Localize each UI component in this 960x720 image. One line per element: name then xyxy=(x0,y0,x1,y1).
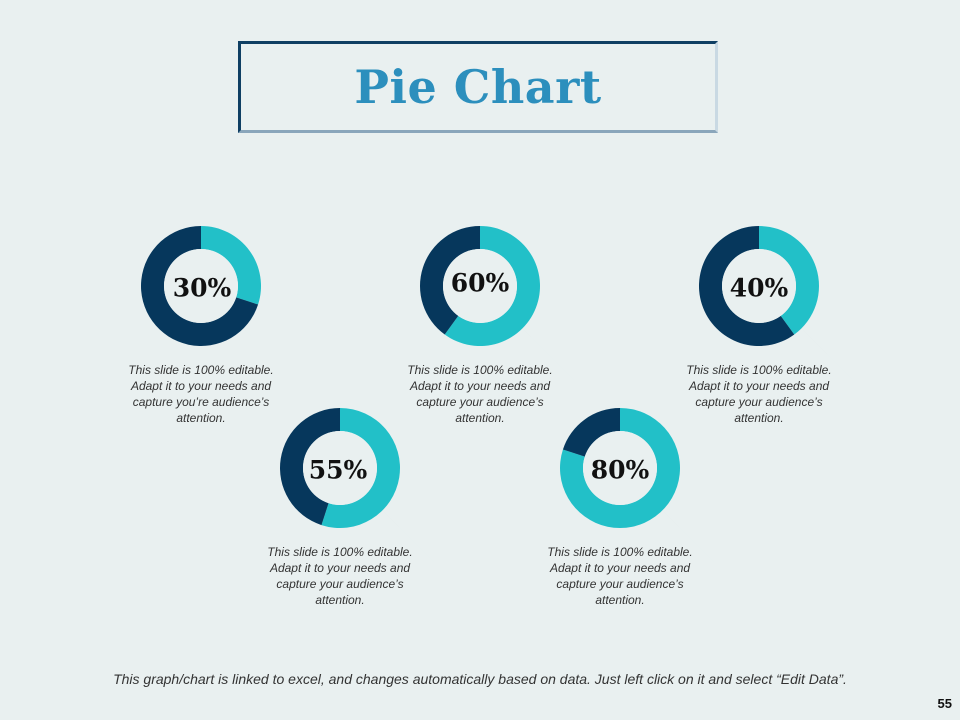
donut-chart: 40% xyxy=(689,216,869,381)
donut-hole xyxy=(443,249,517,323)
donut-hole xyxy=(583,431,657,505)
donut-description: This slide is 100% editable. Adapt it to… xyxy=(267,545,413,607)
donut-percent-label: 30% xyxy=(172,273,232,303)
donut-value-slice xyxy=(201,226,261,305)
donut-hole xyxy=(303,431,377,505)
page-number: 55 xyxy=(937,696,952,711)
donut-hole xyxy=(722,249,796,323)
donut-chart: 80% xyxy=(550,398,730,563)
donut-remainder-slice xyxy=(420,226,480,335)
footer-note: This graph/chart is linked to excel, and… xyxy=(113,671,847,687)
title-box: Pie Chart xyxy=(238,41,718,133)
donut-description: This slide is 100% editable. Adapt it to… xyxy=(547,545,693,607)
donut-svg xyxy=(280,408,435,563)
donut-remainder-slice xyxy=(699,226,795,346)
donut-value-slice xyxy=(560,408,680,528)
donut-svg xyxy=(141,226,296,381)
donut-percent-label: 40% xyxy=(729,273,789,303)
donut-percent-label: 55% xyxy=(308,455,368,485)
donut-percent-label: 80% xyxy=(590,455,650,485)
donut-hole xyxy=(164,249,238,323)
donut-svg xyxy=(420,226,575,381)
donut-chart: 30% xyxy=(131,216,311,381)
page-title: Pie Chart xyxy=(354,60,602,114)
donut-value-slice xyxy=(321,408,400,528)
donut-remainder-slice xyxy=(141,226,259,346)
donut-remainder-slice xyxy=(562,408,620,457)
donut-description: This slide is 100% editable. Adapt it to… xyxy=(407,363,553,425)
donut-value-slice xyxy=(759,226,819,335)
donut-remainder-slice xyxy=(280,408,340,526)
donut-value-slice xyxy=(444,226,540,346)
donut-description: This slide is 100% editable. Adapt it to… xyxy=(128,363,274,425)
donut-chart: 60% xyxy=(410,216,590,381)
donut-chart: 55% xyxy=(270,398,450,563)
donut-svg xyxy=(699,226,854,381)
donut-percent-label: 60% xyxy=(450,268,510,298)
donut-description: This slide is 100% editable. Adapt it to… xyxy=(686,363,832,425)
donut-svg xyxy=(560,408,715,563)
